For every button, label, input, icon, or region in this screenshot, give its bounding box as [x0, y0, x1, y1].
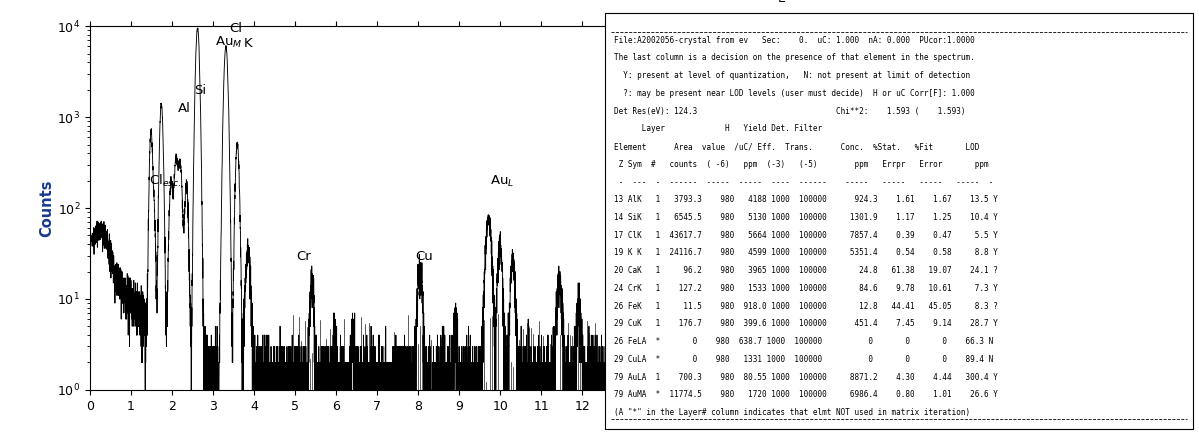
Text: E: E: [778, 0, 785, 5]
Text: Cl$_{esc.}$: Cl$_{esc.}$: [150, 173, 182, 190]
Text: Cu: Cu: [416, 250, 433, 263]
Text: Cr: Cr: [296, 250, 311, 263]
Text: File:A2002056-crystal from ev   Sec:    0.  uC: 1.000  nA: 0.000  PUcor:1.0000: File:A2002056-crystal from ev Sec: 0. uC…: [614, 35, 975, 45]
Text: 17 ClK   1  43617.7    980   5664 1000  100000     7857.4    0.39    0.47     5.: 17 ClK 1 43617.7 980 5664 1000 100000 78…: [614, 231, 999, 240]
Text: The last column is a decision on the presence of that element in the spectrum.: The last column is a decision on the pre…: [614, 53, 975, 63]
Text: 24 CrK   1    127.2    980   1533 1000  100000       84.6    9.78   10.61     7.: 24 CrK 1 127.2 980 1533 1000 100000 84.6…: [614, 284, 999, 293]
Y-axis label: Counts: Counts: [40, 179, 54, 237]
Text: 20 CaK   1     96.2    980   3965 1000  100000       24.8   61.38   19.07    24.: 20 CaK 1 96.2 980 3965 1000 100000 24.8 …: [614, 266, 999, 275]
Text: 29 CuK   1    176.7    980  399.6 1000  100000      451.4    7.45    9.14    28.: 29 CuK 1 176.7 980 399.6 1000 100000 451…: [614, 319, 999, 328]
Text: 14 SiK   1   6545.5    980   5130 1000  100000     1301.9    1.17    1.25    10.: 14 SiK 1 6545.5 980 5130 1000 100000 130…: [614, 213, 999, 222]
Text: Al: Al: [179, 102, 191, 115]
Text: Cl: Cl: [229, 22, 242, 35]
Text: Au$_L$: Au$_L$: [490, 174, 514, 190]
Text: Y: present at level of quantization,   N: not present at limit of detection: Y: present at level of quantization, N: …: [614, 71, 970, 80]
Text: 13 AlK   1   3793.3    980   4188 1000  100000      924.3    1.61    1.67    13.: 13 AlK 1 3793.3 980 4188 1000 100000 924…: [614, 195, 999, 204]
Text: 19 K K   1  24116.7    980   4599 1000  100000     5351.4    0.54    0.58     8.: 19 K K 1 24116.7 980 4599 1000 100000 53…: [614, 248, 999, 258]
Text: Si: Si: [194, 85, 206, 97]
Text: K: K: [243, 37, 253, 50]
Text: Z Sym  #   counts  ( -6)   ppm  (-3)   (-5)        ppm   Errpr   Error       ppm: Z Sym # counts ( -6) ppm (-3) (-5) ppm E…: [614, 160, 989, 169]
Text: Element      Area  value  /uC/ Eff.  Trans.      Conc.  %Stat.   %Fit       LOD: Element Area value /uC/ Eff. Trans. Conc…: [614, 142, 980, 151]
Text: 79 AuMA  *  11774.5    980   1720 1000  100000     6986.4    0.80    1.01    26.: 79 AuMA * 11774.5 980 1720 1000 100000 6…: [614, 390, 999, 399]
Text: ?: may be present near LOD levels (user must decide)  H or uC Corr[F]: 1.000: ?: may be present near LOD levels (user …: [614, 89, 975, 98]
Text: 29 CuLA  *       0    980   1331 1000  100000          0       0       0    89.4: 29 CuLA * 0 980 1331 1000 100000 0 0 0 8…: [614, 355, 994, 364]
Text: Layer             H   Yield Det. Filter: Layer H Yield Det. Filter: [614, 124, 823, 133]
Text: E/keV: E/keV: [628, 415, 675, 430]
Text: 79 AuLA  1    700.3    980  80.55 1000  100000     8871.2    4.30    4.44   300.: 79 AuLA 1 700.3 980 80.55 1000 100000 88…: [614, 373, 999, 381]
Text: 26 FeLA  *       0    980  638.7 1000  100000          0       0       0    66.3: 26 FeLA * 0 980 638.7 1000 100000 0 0 0 …: [614, 337, 994, 346]
Text: Au$_M$: Au$_M$: [215, 35, 242, 50]
Text: -  ---  -  ------  -----  -----  ----  ------    -----   -----   -----   -----  : - --- - ------ ----- ----- ---- ------ -…: [614, 177, 994, 187]
Text: Det Res(eV): 124.3                              Chi**2:    1.593 (    1.593): Det Res(eV): 124.3 Chi**2: 1.593 ( 1.593…: [614, 106, 966, 116]
Text: (A "*" in the Layer# column indicates that elmt NOT used in matrix iteration): (A "*" in the Layer# column indicates th…: [614, 408, 970, 417]
Text: 26 FeK   1     11.5    980  918.0 1000  100000       12.8   44.41   45.05     8.: 26 FeK 1 11.5 980 918.0 1000 100000 12.8…: [614, 302, 999, 311]
